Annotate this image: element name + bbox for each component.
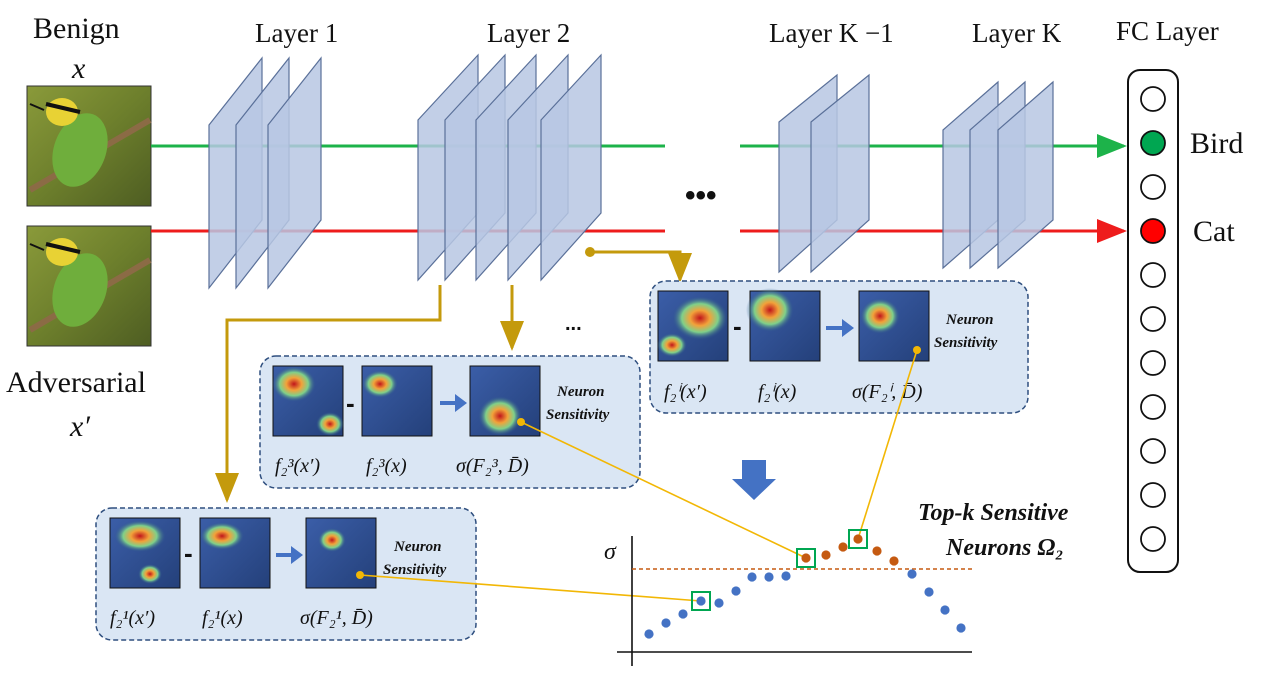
cat-output-label: Cat [1193,215,1235,248]
bird-output-label: Bird [1190,127,1243,160]
panel-1-arrow-icon [276,546,303,564]
benign-label: Benign [33,12,120,45]
panel-i-f-ben: f₂ⁱ(x) [758,381,797,403]
plot-blue-points [644,569,966,639]
plot-highlight-boxes [691,529,868,611]
benign-var: x [71,52,86,85]
adversarial-bird-image [26,225,152,347]
panel-3-heatmap-adv [272,365,344,437]
sensitivity-plot: σ [604,529,972,666]
panel-3-arrow-icon [440,394,467,412]
fc-neurons [1140,86,1166,552]
panel-i-heatmap-ben [746,288,821,362]
panel-3-heatmap-ben [361,365,433,437]
layer1-label: Layer 1 [255,18,338,48]
layer-k-minus-1-block [778,73,870,274]
panel-1: - Neuron Sensitivity f₂¹(x′) f₂¹(x) σ(F₂… [95,507,477,641]
benign-bird-image [26,85,152,207]
gold-origin-dot [585,247,595,257]
leader-lines [359,349,918,602]
panel-3-sens-line2: Sensitivity [546,407,610,423]
panel-3-f-ben: f₂³(x) [366,455,407,477]
panel-1-sens-line1: Neuron [393,539,442,555]
layer2-label: Layer 2 [487,18,570,48]
panel-i-heatmap-adv [657,290,729,362]
mid-ellipsis: ... [565,313,582,335]
panel-1-heatmap-sigma [305,517,377,589]
layers-ellipsis: ••• [685,179,717,212]
panel-3-f-adv: f₂³(x′) [275,455,320,477]
fc-layer-label: FC Layer [1116,16,1219,46]
leader-dot-3 [517,418,525,426]
topk-label-line1: Top-k Sensitive [918,500,1069,526]
leader-dot-1 [356,571,364,579]
panel-1-heatmap-ben [199,517,271,589]
down-arrow-icon [732,460,776,500]
panel-1-f-adv: f₂¹(x′) [110,607,155,629]
panel-i-minus: - [733,311,742,341]
panel-i-f-adv: f₂ⁱ(x′) [664,381,707,403]
panel-i-arrow-icon [826,319,854,337]
panel-i-sens-line2: Sensitivity [934,335,998,351]
panel-3-sigma: σ(F₂³, D̄) [456,455,529,477]
panel-3: - Neuron Sensitivity f₂³(x′) f₂³(x) σ(F₂… [259,355,641,489]
panel-i-sigma: σ(F₂ⁱ, D̄) [852,381,923,403]
panel-3-sens-line1: Neuron [556,384,605,400]
panel-1-minus: - [184,538,193,568]
leader-dot-i [913,346,921,354]
panel-i: - Neuron Sensitivity f₂ⁱ(x′) f₂ⁱ(x) σ(F₂… [649,280,1029,414]
panel-1-f-ben: f₂¹(x) [202,607,243,629]
adversarial-label: Adversarial [6,366,146,399]
layer-k-block [942,80,1054,270]
gold-connectors [215,250,692,503]
adversarial-var: x′ [69,410,90,443]
plot-orange-points [801,534,899,566]
topk-label-line2: Neurons Ω₂ [945,535,1064,561]
panel-1-sens-line2: Sensitivity [383,562,447,578]
plot-y-label: σ [604,539,617,565]
layer-k-minus-1-label: Layer K −1 [769,18,894,48]
layer-k-label: Layer K [972,18,1062,48]
layer2-block [417,53,602,282]
panel-3-heatmap-sigma [469,365,541,437]
layer1-block [208,56,322,290]
panel-3-minus: - [346,388,355,418]
panel-1-heatmap-adv [109,517,181,589]
panel-1-sigma: σ(F₂¹, D̄) [300,607,373,629]
panel-i-sens-line1: Neuron [945,312,994,328]
